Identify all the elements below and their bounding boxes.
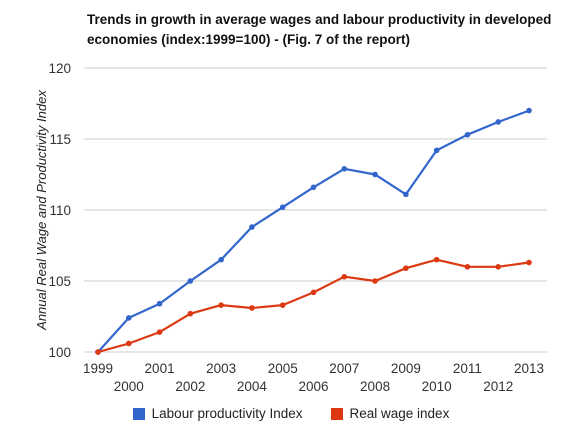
gridlines xyxy=(84,67,547,353)
x-tick-label-2013: 2013 xyxy=(514,361,544,376)
y-axis-label: Annual Real Wage and Productivity Index xyxy=(34,90,49,331)
data-point-real-wage-2006 xyxy=(310,289,317,296)
data-point-labour-productivity-2003 xyxy=(218,256,224,263)
data-point-real-wage-2009 xyxy=(403,265,409,272)
legend-item-real-wage: Real wage index xyxy=(330,406,450,421)
x-tick-label-2005: 2005 xyxy=(268,361,298,376)
y-tick-label-100: 100 xyxy=(48,345,71,360)
data-point-labour-productivity-2002 xyxy=(187,278,194,284)
x-tick-label-2012: 2012 xyxy=(483,379,513,394)
y-tick-label-120: 120 xyxy=(48,61,71,76)
data-point-labour-productivity-2011 xyxy=(464,131,471,138)
data-point-real-wage-2011 xyxy=(464,264,471,270)
data-point-real-wage-2012 xyxy=(495,264,502,270)
data-point-real-wage-2000 xyxy=(125,340,132,347)
data-point-real-wage-2007 xyxy=(341,273,348,280)
data-point-labour-productivity-2008 xyxy=(372,171,378,178)
y-axis-ticks: 100 105 110 115 120 xyxy=(48,61,71,360)
data-point-labour-productivity-2004 xyxy=(249,224,255,230)
chart-title: Trends in growth in average wages and la… xyxy=(87,12,552,47)
data-point-labour-productivity-2009 xyxy=(403,191,409,198)
data-point-real-wage-2001 xyxy=(156,329,163,335)
x-tick-label-2000: 2000 xyxy=(114,379,144,394)
x-tick-label-2011: 2011 xyxy=(453,361,482,376)
x-axis-ticks: 1999200020012002200320042005200620072008… xyxy=(83,361,544,394)
data-point-real-wage-2002 xyxy=(187,310,194,317)
data-point-labour-productivity-2007 xyxy=(341,166,348,172)
x-tick-label-2003: 2003 xyxy=(206,361,236,376)
legend-label-labour-productivity: Labour productivity Index xyxy=(151,406,303,421)
data-point-labour-productivity-2005 xyxy=(279,204,286,210)
data-point-labour-productivity-2013 xyxy=(526,107,532,114)
x-tick-label-2006: 2006 xyxy=(298,379,328,394)
data-point-real-wage-2005 xyxy=(279,302,286,308)
x-tick-label-2008: 2008 xyxy=(360,379,390,394)
data-point-labour-productivity-2006 xyxy=(310,184,317,191)
series-line-labour-productivity xyxy=(97,109,530,353)
legend-swatch-labour-productivity xyxy=(132,407,145,420)
data-point-real-wage-2008 xyxy=(372,278,378,284)
x-tick-label-2004: 2004 xyxy=(237,379,268,394)
data-point-labour-productivity-2012 xyxy=(495,119,502,125)
series-lines xyxy=(97,109,530,354)
x-tick-label-2001: 2001 xyxy=(145,361,175,376)
data-point-real-wage-2004 xyxy=(249,305,255,311)
line-chart: 100 105 110 115 120 199920002001200220032004… xyxy=(34,61,547,394)
data-point-labour-productivity-2000 xyxy=(125,315,132,321)
y-tick-label-110: 110 xyxy=(49,203,71,218)
legend-label-real-wage: Real wage index xyxy=(349,406,450,421)
data-point-real-wage-2003 xyxy=(218,302,224,308)
x-tick-label-2002: 2002 xyxy=(175,379,205,394)
series-line-real-wage xyxy=(97,258,530,354)
data-point-real-wage-2010 xyxy=(433,256,440,263)
x-tick-label-2007: 2007 xyxy=(329,361,359,376)
legend-item-labour-productivity: Labour productivity Index xyxy=(132,406,303,421)
y-tick-label-115: 115 xyxy=(49,132,71,147)
data-point-real-wage-1999 xyxy=(95,349,101,355)
legend-swatch-real-wage xyxy=(330,407,343,420)
data-point-labour-productivity-2001 xyxy=(156,300,163,307)
data-point-real-wage-2013 xyxy=(526,259,532,266)
x-tick-label-1999: 1999 xyxy=(83,361,113,376)
series-points xyxy=(95,107,532,355)
x-tick-label-2010: 2010 xyxy=(422,379,452,394)
legend: Labour productivity Index Real wage inde… xyxy=(0,406,582,421)
x-tick-label-2009: 2009 xyxy=(391,361,421,376)
data-point-labour-productivity-2010 xyxy=(433,147,440,154)
y-tick-label-105: 105 xyxy=(48,274,71,289)
